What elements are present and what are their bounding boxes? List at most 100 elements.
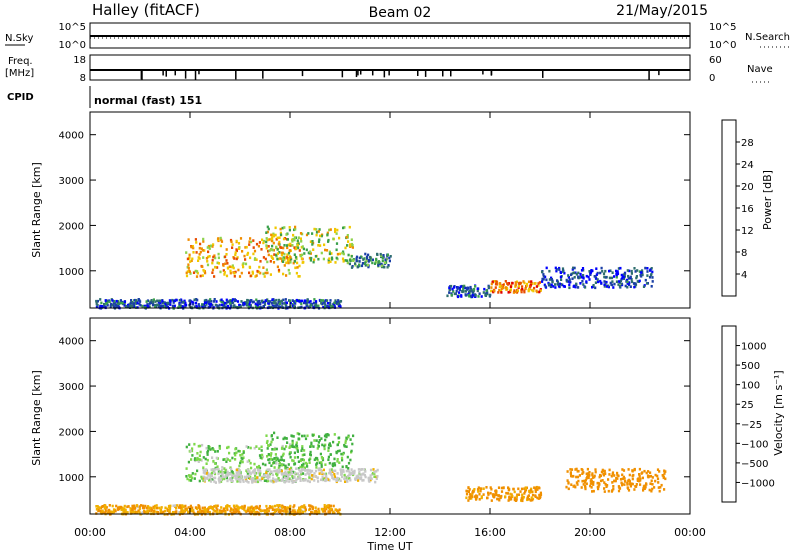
range-gate-cell (224, 511, 227, 514)
range-gate-cell (332, 469, 335, 473)
range-gate-cell (514, 496, 517, 500)
range-gate-cell (199, 242, 202, 246)
range-gate-cell (196, 270, 199, 273)
range-gate-cell (457, 295, 460, 299)
range-gate-cell (191, 476, 194, 480)
range-gate-cell (629, 285, 632, 288)
range-gate-cell (284, 507, 287, 511)
range-gate-cell (182, 301, 185, 304)
range-gate-cell (271, 473, 274, 477)
range-gate-cell (246, 460, 249, 463)
range-gate-cell (121, 301, 124, 305)
range-gate-cell (468, 493, 472, 496)
range-gate-cell (494, 286, 497, 289)
range-gate-cell (287, 475, 290, 478)
range-gate-cell (233, 506, 236, 509)
range-gate-cell (245, 480, 248, 483)
range-gate-cell (202, 303, 206, 306)
range-gate-cell (469, 285, 472, 289)
range-gate-cell (276, 436, 279, 439)
range-gate-cell (280, 455, 283, 459)
range-gate-cell (552, 285, 555, 288)
range-gate-cell (204, 305, 207, 308)
range-gate-cell (572, 485, 575, 488)
range-gate-cell (371, 258, 374, 262)
range-gate-cell (189, 508, 192, 511)
range-gate-cell (645, 482, 648, 485)
range-gate-cell (206, 263, 210, 267)
range-gate-cell (249, 306, 252, 309)
range-gate-cell (601, 270, 604, 273)
range-gate-cell (233, 474, 236, 477)
range-gate-cell (237, 507, 241, 510)
range-gate-cell (311, 475, 314, 479)
range-gate-cell (292, 511, 295, 515)
range-gate-cell (306, 465, 309, 468)
range-gate-cell (253, 462, 256, 466)
range-gate-cell (585, 472, 588, 476)
range-gate-cell (282, 463, 285, 467)
range-gate-cell (201, 274, 204, 277)
range-gate-cell (99, 298, 102, 301)
range-gate-cell (290, 257, 293, 261)
range-gate-cell (349, 458, 352, 462)
range-gate-cell (472, 289, 475, 293)
range-gate-cell (231, 470, 234, 474)
range-gate-cell (596, 271, 599, 275)
range-gate-cell (213, 468, 216, 472)
range-gate-cell (489, 486, 492, 489)
range-gate-cell (276, 257, 279, 261)
range-gate-cell (197, 444, 200, 448)
range-gate-cell (112, 304, 115, 307)
range-gate-cell (333, 463, 337, 467)
range-gate-cell (276, 265, 279, 269)
range-gate-cell (99, 509, 102, 513)
range-gate-cell (325, 474, 328, 478)
range-gate-cell (269, 443, 272, 446)
range-gate-cell (565, 485, 568, 489)
range-gate-cell (274, 301, 277, 305)
range-gate-cell (498, 282, 501, 285)
colorbar-frame (721, 325, 737, 503)
range-gate-cell (575, 273, 578, 276)
range-gate-cell (129, 304, 132, 307)
range-gate-cell (294, 300, 297, 303)
range-gate-cell (469, 496, 472, 499)
range-gate-cell (211, 268, 215, 272)
range-gate-cell (626, 483, 629, 486)
range-gate-cell (181, 508, 184, 511)
range-gate-cell (243, 302, 246, 306)
range-gate-cell (252, 252, 255, 256)
range-gate-cell (329, 507, 332, 511)
range-gate-cell (332, 305, 335, 309)
range-gate-cell (232, 511, 235, 515)
range-gate-cell (101, 305, 104, 308)
range-gate-cell (292, 261, 295, 265)
range-gate-cell (276, 479, 279, 482)
range-gate-cell (508, 495, 511, 499)
range-gate-cell (610, 490, 613, 493)
range-gate-cell (664, 470, 667, 473)
range-gate-cell (225, 298, 228, 302)
range-gate-cell (269, 506, 272, 509)
range-gate-cell (603, 481, 606, 484)
range-gate-cell (320, 465, 323, 468)
range-gate-cell (322, 299, 325, 302)
range-gate-cell (261, 300, 264, 303)
range-gate-cell (372, 468, 375, 471)
range-gate-cell (237, 449, 240, 453)
range-gate-cell (292, 459, 295, 463)
range-gate-cell (389, 255, 392, 258)
range-gate-cell (446, 294, 449, 298)
range-gate-cell (265, 244, 268, 247)
range-gate-cell (473, 488, 476, 491)
range-gate-cell (209, 244, 213, 248)
range-gate-cell (254, 471, 258, 475)
range-gate-cell (500, 291, 503, 294)
range-gate-cell (369, 468, 373, 472)
range-gate-cell (225, 274, 229, 278)
range-gate-cell (530, 496, 533, 499)
range-gate-cell (623, 483, 626, 486)
range-gate-cell (634, 270, 637, 273)
range-gate-cell (238, 275, 242, 278)
